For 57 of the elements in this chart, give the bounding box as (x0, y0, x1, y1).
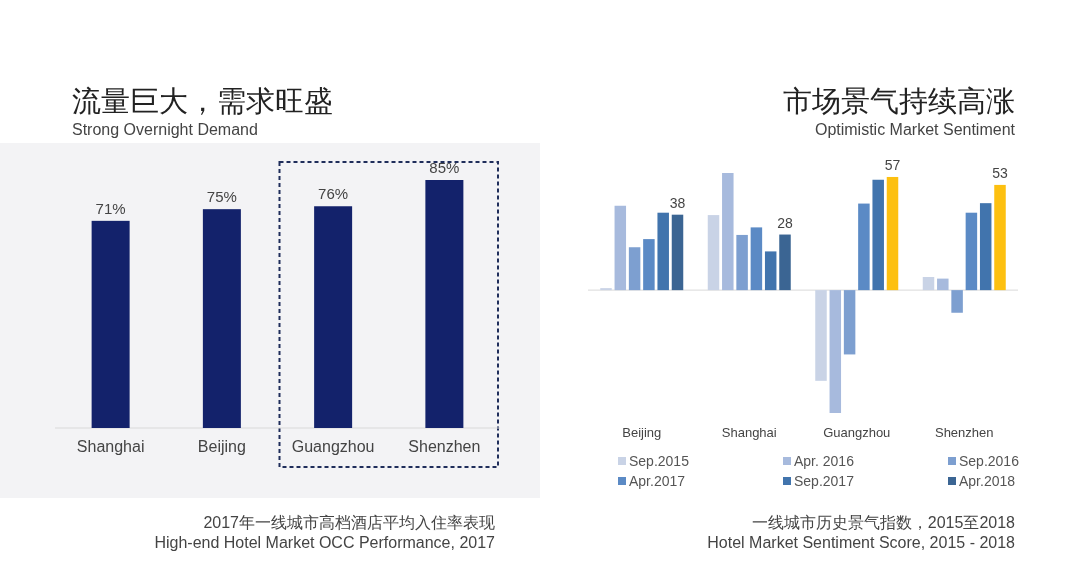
bar (722, 173, 734, 291)
bar (979, 203, 992, 291)
legend-label: Sep.2017 (794, 473, 855, 489)
bar (922, 277, 935, 291)
bar (314, 206, 353, 428)
bar (628, 247, 641, 291)
bar (736, 234, 748, 291)
bar (425, 180, 464, 428)
legend-label: Sep.2016 (959, 453, 1020, 469)
bar (815, 290, 827, 381)
data-label: 76% (318, 185, 349, 203)
legend-label: Sep.2015 (629, 453, 690, 469)
legend-label: Apr.2017 (629, 473, 686, 489)
bar (707, 215, 720, 291)
bar (614, 205, 627, 291)
x-tick-label: Guangzhou (291, 438, 375, 455)
text: High-end Hotel Market OCC Performance, 2017 (154, 534, 496, 551)
chart-subtitle: Strong Overnight Demand (72, 121, 258, 138)
data-label: 28 (777, 214, 793, 231)
x-tick-label: Beijing (622, 425, 662, 440)
data-label: 71% (95, 199, 126, 217)
chart-title: 市场景气持续高涨 (783, 85, 1015, 117)
bar (779, 234, 791, 291)
legend-label: Apr.2018 (959, 473, 1016, 489)
chart-title: 流量巨大，需求旺盛 (72, 85, 333, 117)
x-tick-label: Shenzhen (934, 425, 994, 440)
bar (750, 227, 763, 291)
bar (965, 212, 978, 291)
legend-label: Apr. 2016 (794, 453, 855, 469)
text: 2017年一线城市高档酒店平均入住率表现 (203, 514, 495, 531)
x-tick-label: Beijing (197, 438, 246, 455)
bar (872, 179, 884, 291)
data-label: 53 (992, 164, 1008, 181)
data-label: 85% (429, 159, 460, 176)
x-tick-label: Shanghai (721, 425, 777, 440)
data-label: 38 (669, 194, 686, 211)
x-tick-label: Shanghai (76, 438, 145, 455)
bar (202, 209, 241, 428)
bar (858, 203, 870, 291)
bar (951, 290, 963, 313)
x-tick-label: Shenzhen (408, 438, 481, 455)
text: Hotel Market Sentiment Score, 2015 - 2018 (707, 534, 1016, 551)
bar (937, 278, 949, 291)
bar (764, 251, 777, 291)
bar (829, 290, 842, 413)
bar (671, 214, 684, 291)
bar (994, 184, 1006, 291)
x-tick-label: Guangzhou (823, 425, 891, 440)
data-label: 75% (206, 188, 237, 206)
bar (643, 239, 655, 291)
chart-subtitle: Optimistic Market Sentiment (814, 121, 1016, 138)
text: 一线城市历史景气指数，2015至2018 (751, 514, 1016, 531)
data-label: 57 (884, 156, 901, 173)
bar (657, 212, 669, 291)
bar (886, 176, 899, 291)
bar (91, 220, 130, 428)
bar (843, 290, 856, 355)
